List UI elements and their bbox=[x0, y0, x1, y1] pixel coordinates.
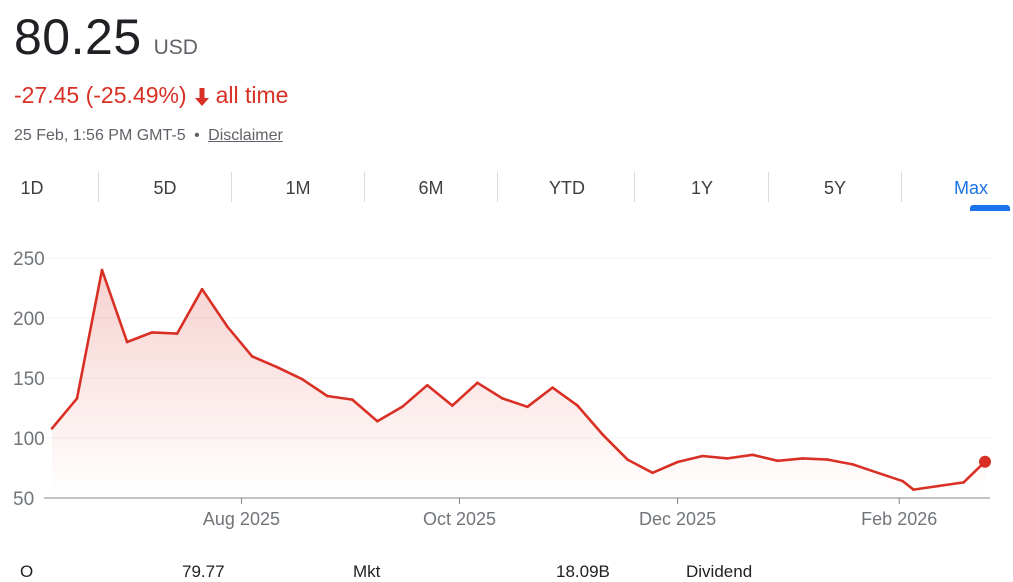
price-point bbox=[350, 398, 354, 401]
tab-1d[interactable]: 1D bbox=[20, 177, 44, 198]
price-point bbox=[701, 454, 704, 458]
active-tab-indicator bbox=[970, 205, 1010, 211]
timestamp: 25 Feb, 1:56 PM GMT-5 bbox=[14, 127, 186, 144]
price-point bbox=[375, 419, 379, 423]
price-point bbox=[401, 405, 404, 409]
price-points bbox=[50, 268, 987, 491]
x-tick-label: Dec 2025 bbox=[639, 509, 716, 529]
price-point bbox=[175, 332, 179, 335]
change-value: -27.45 (-25.49%) bbox=[14, 82, 187, 108]
price-point bbox=[776, 459, 779, 463]
tab-divider bbox=[768, 172, 769, 202]
price-point bbox=[50, 427, 54, 430]
tab-5y[interactable]: 5Y bbox=[823, 177, 847, 198]
price-point bbox=[912, 488, 915, 491]
price-point bbox=[476, 381, 479, 385]
stat-value-mkt: 18.09B bbox=[556, 562, 610, 581]
price-point bbox=[275, 365, 279, 369]
tab-max[interactable]: Max bbox=[953, 177, 988, 198]
price-point bbox=[937, 484, 940, 488]
price-point bbox=[601, 433, 604, 436]
stat-label-mkt: Mkt bbox=[353, 562, 381, 581]
timestamp-row: 25 Feb, 1:56 PM GMT-5 • Disclaimer bbox=[14, 127, 283, 145]
tab-divider bbox=[497, 172, 498, 202]
disclaimer-link[interactable]: Disclaimer bbox=[208, 127, 283, 144]
arrow-down-icon bbox=[194, 86, 210, 106]
tab-6m[interactable]: 6M bbox=[418, 177, 444, 198]
price-point bbox=[225, 325, 229, 328]
price-point bbox=[876, 471, 880, 475]
price-point bbox=[826, 458, 830, 461]
price-point bbox=[851, 463, 855, 466]
time-range-tabs: 1D 5D 1M 6M YTD 1Y 5Y Max bbox=[0, 170, 1013, 212]
price-point bbox=[75, 397, 79, 400]
separator: • bbox=[194, 127, 200, 144]
price-point bbox=[100, 268, 104, 272]
stats-row: O 79.77 Mkt 18.09B Dividend bbox=[0, 562, 1013, 582]
price-point bbox=[501, 397, 504, 400]
price-point bbox=[676, 460, 679, 464]
price-point bbox=[962, 481, 965, 484]
x-tick-label: Aug 2025 bbox=[203, 509, 280, 529]
price-point bbox=[125, 340, 129, 344]
y-tick-label: 100 bbox=[13, 429, 45, 450]
price-point bbox=[626, 458, 629, 461]
y-tick-label: 250 bbox=[13, 249, 45, 270]
x-tick-label: Oct 2025 bbox=[423, 509, 496, 529]
tab-1y[interactable]: 1Y bbox=[690, 177, 714, 198]
tab-divider bbox=[901, 172, 902, 202]
price-point bbox=[801, 457, 804, 460]
stat-label-open: O bbox=[20, 562, 34, 581]
tab-divider bbox=[231, 172, 232, 202]
price-header: 80.25 USD bbox=[14, 8, 198, 66]
current-price: 80.25 bbox=[14, 9, 142, 65]
price-point bbox=[651, 471, 654, 475]
price-point bbox=[300, 377, 304, 381]
price-point bbox=[751, 453, 754, 457]
currency-label: USD bbox=[153, 36, 198, 59]
tab-1m[interactable]: 1M bbox=[285, 177, 311, 198]
tab-divider bbox=[364, 172, 365, 202]
price-point bbox=[451, 404, 454, 407]
price-area bbox=[52, 270, 985, 498]
price-point bbox=[325, 394, 329, 398]
change-period: all time bbox=[215, 82, 289, 108]
x-tick-label: Feb 2026 bbox=[861, 509, 937, 529]
price-point bbox=[250, 355, 254, 358]
tab-divider bbox=[98, 172, 99, 202]
price-point bbox=[150, 331, 154, 334]
tab-divider bbox=[634, 172, 635, 202]
stat-label-dividend: Dividend bbox=[686, 562, 753, 581]
price-chart[interactable]: 50 100 150 200 250 Aug 2025 Oct 2025 Dec 2025 F… bbox=[0, 232, 1013, 552]
y-axis: 50 100 150 200 250 bbox=[13, 249, 45, 510]
tab-ytd[interactable]: YTD bbox=[549, 177, 585, 198]
y-tick-label: 200 bbox=[13, 309, 45, 330]
price-point bbox=[426, 383, 429, 387]
price-change: -27.45 (-25.49%) all time bbox=[14, 82, 288, 109]
x-axis: Aug 2025 Oct 2025 Dec 2025 Feb 2026 bbox=[203, 498, 937, 529]
y-tick-label: 50 bbox=[13, 489, 34, 510]
price-point bbox=[726, 457, 729, 460]
tab-5d[interactable]: 5D bbox=[153, 177, 177, 198]
price-point bbox=[576, 404, 579, 407]
price-point bbox=[551, 386, 554, 389]
price-point bbox=[526, 405, 529, 409]
y-tick-label: 150 bbox=[13, 369, 45, 390]
price-point bbox=[901, 479, 905, 483]
stat-value-open: 79.77 bbox=[182, 562, 225, 581]
current-price-dot bbox=[979, 455, 991, 468]
price-point bbox=[200, 287, 204, 291]
